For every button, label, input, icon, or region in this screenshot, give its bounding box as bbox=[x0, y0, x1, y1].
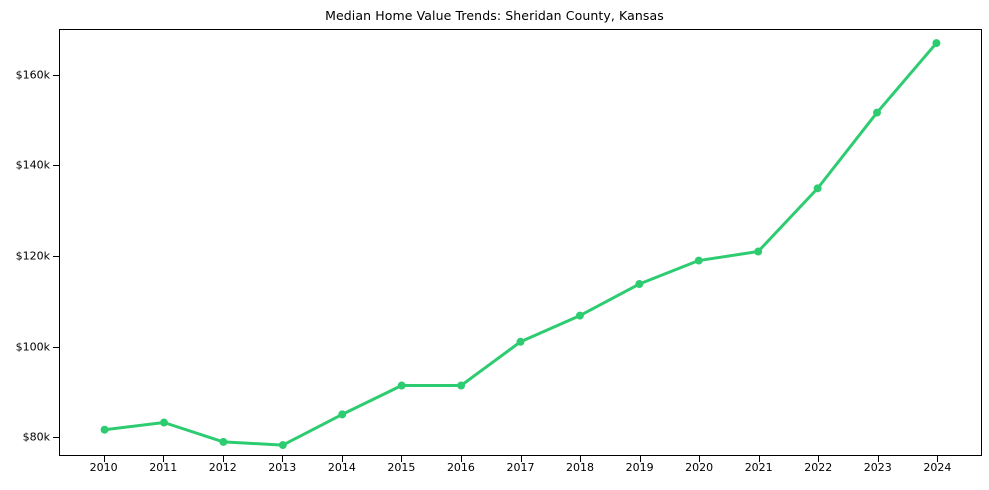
x-tick-label-2017: 2017 bbox=[506, 461, 535, 474]
y-tick-label-140k: $140k bbox=[15, 158, 50, 172]
x-tick-label-2023: 2023 bbox=[863, 461, 892, 474]
x-tick-mark bbox=[341, 456, 343, 462]
data-point-2015 bbox=[397, 381, 406, 390]
x-tick-label-2022: 2022 bbox=[804, 461, 833, 474]
data-point-2024 bbox=[932, 39, 941, 48]
x-tick-mark bbox=[758, 456, 760, 462]
y-tick-label-160k: $160k bbox=[15, 68, 50, 82]
line-chart-svg bbox=[100, 39, 941, 450]
data-point-2018 bbox=[575, 311, 584, 320]
data-point-2013 bbox=[278, 441, 287, 450]
x-tick-mark bbox=[520, 456, 522, 462]
data-point-2012 bbox=[219, 437, 228, 446]
x-tick-mark bbox=[103, 456, 105, 462]
data-point-2023 bbox=[873, 108, 882, 117]
data-point-2016 bbox=[457, 381, 466, 390]
x-tick-mark bbox=[818, 456, 820, 462]
x-axis-tick-labels: 2010 2011 2012 2013 2014 2015 2016 2017 2018 2019… bbox=[0, 461, 989, 481]
y-tick-mark bbox=[53, 256, 59, 258]
y-tick-label-100k: $100k bbox=[15, 340, 50, 354]
y-tick-mark bbox=[53, 437, 59, 439]
data-point-2021 bbox=[754, 247, 763, 256]
y-tick-label-80k: $80k bbox=[22, 430, 50, 444]
y-tick-mark bbox=[53, 74, 59, 76]
x-tick-label-2021: 2021 bbox=[744, 461, 773, 474]
x-axis-tick-marks bbox=[0, 456, 989, 464]
x-tick-mark bbox=[401, 456, 403, 462]
data-point-2014 bbox=[338, 410, 347, 419]
data-point-2019 bbox=[635, 280, 644, 288]
data-point-2020 bbox=[694, 256, 703, 265]
x-tick-mark bbox=[699, 456, 701, 462]
x-tick-label-2014: 2014 bbox=[327, 461, 356, 474]
y-tick-mark bbox=[53, 346, 59, 348]
data-point-2022 bbox=[813, 184, 822, 193]
series-line-median-home-value bbox=[103, 41, 938, 447]
y-tick-label-120k: $120k bbox=[15, 249, 50, 263]
data-point-2017 bbox=[516, 337, 525, 346]
x-tick-label-2011: 2011 bbox=[149, 461, 178, 474]
plot-area bbox=[59, 29, 982, 456]
x-tick-mark bbox=[877, 456, 879, 462]
chart-title: Median Home Value Trends: Sheridan Count… bbox=[325, 8, 664, 23]
x-tick-mark bbox=[580, 456, 582, 462]
x-tick-label-2016: 2016 bbox=[446, 461, 475, 474]
x-tick-mark bbox=[163, 456, 165, 462]
x-tick-label-2019: 2019 bbox=[625, 461, 654, 474]
x-tick-label-2015: 2015 bbox=[387, 461, 416, 474]
y-axis-tick-labels: $80k $100k $120k $140k $160k bbox=[0, 29, 50, 456]
x-tick-mark bbox=[639, 456, 641, 462]
x-tick-mark bbox=[460, 456, 462, 462]
x-tick-label-2013: 2013 bbox=[268, 461, 297, 474]
x-tick-label-2020: 2020 bbox=[685, 461, 714, 474]
x-tick-mark bbox=[282, 456, 284, 462]
x-tick-label-2010: 2010 bbox=[89, 461, 118, 474]
x-tick-label-2012: 2012 bbox=[208, 461, 237, 474]
x-tick-mark bbox=[222, 456, 224, 462]
data-point-2010 bbox=[100, 425, 109, 434]
series-markers bbox=[100, 39, 941, 450]
data-point-2011 bbox=[159, 418, 168, 427]
x-tick-mark bbox=[937, 456, 939, 462]
y-tick-mark bbox=[53, 165, 59, 167]
x-tick-label-2024: 2024 bbox=[923, 461, 952, 474]
x-tick-label-2018: 2018 bbox=[566, 461, 595, 474]
y-axis-tick-marks bbox=[0, 29, 60, 456]
